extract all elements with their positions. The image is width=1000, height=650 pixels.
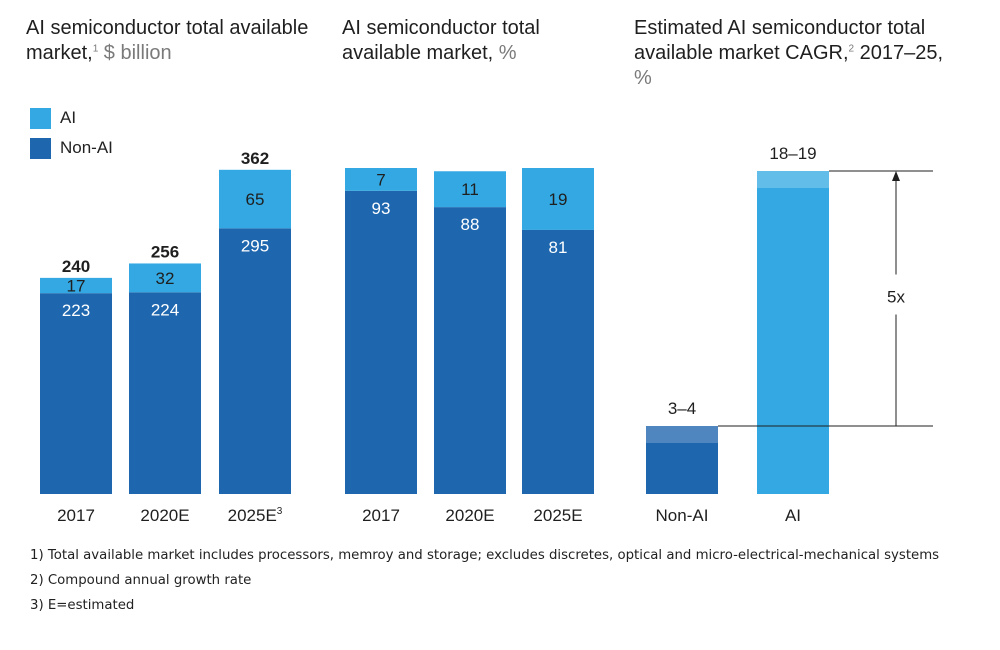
data-label-ai-2025E: 65 xyxy=(246,190,265,209)
total-label-2020E: 256 xyxy=(151,242,179,261)
pct-label-ai-2017: 7 xyxy=(376,170,385,189)
cagr-range-band-Non-AI xyxy=(646,426,718,443)
bar-ai-2025E xyxy=(219,169,291,229)
bar-ai-2017 xyxy=(40,277,112,294)
pct-bar-nonai-2025E xyxy=(522,229,594,494)
legend: AI Non-AI xyxy=(30,103,113,163)
pct-bar-nonai-2020E xyxy=(434,207,506,494)
cagr-x-tick-label-AI: AI xyxy=(785,506,801,525)
ratio-arrow-head xyxy=(892,171,900,181)
x-tick-label-2017: 2017 xyxy=(57,506,95,525)
cagr-range-label-Non-AI: 3–4 xyxy=(668,399,696,418)
total-label-2017: 240 xyxy=(62,257,90,276)
bar-ai-2020E xyxy=(129,263,201,293)
bar-nonai-2017 xyxy=(40,293,112,494)
legend-label-ai: AI xyxy=(60,108,77,127)
cagr-x-tick-label-Non-AI: Non-AI xyxy=(656,506,709,525)
legend-swatch-ai xyxy=(30,107,51,129)
pct-label-nonai-2020E: 88 xyxy=(461,215,480,234)
pct-x-tick-label-2025E: 2025E xyxy=(533,506,582,525)
x-tick-label-2020E: 2020E xyxy=(140,506,189,525)
pct-label-nonai-2017: 93 xyxy=(372,199,391,218)
footnote-2: 2) Compound annual growth rate xyxy=(30,573,252,588)
legend-item-non-ai: Non-AI xyxy=(30,133,113,163)
data-label-nonai-2017: 223 xyxy=(62,301,90,320)
x-tick-label-2025E: 2025E3 xyxy=(228,506,283,525)
data-label-nonai-2025E: 295 xyxy=(241,236,269,255)
pct-label-nonai-2025E: 81 xyxy=(549,238,568,257)
pct-bar-nonai-2017 xyxy=(345,190,417,494)
pct-bar-ai-2020E xyxy=(434,171,506,208)
cagr-bar-AI xyxy=(757,188,829,494)
cagr-range-label-AI: 18–19 xyxy=(769,144,816,163)
chart-1-title: AI semiconductor total available market,… xyxy=(26,17,309,64)
legend-item-ai: AI xyxy=(30,103,113,133)
pct-bar-ai-2025E xyxy=(522,168,594,230)
ratio-label: 5x xyxy=(887,288,905,307)
bar-nonai-2025E xyxy=(219,228,291,494)
chart-3-title: Estimated AI semiconductor total availab… xyxy=(634,17,944,89)
footnote-1: 1) Total available market includes proce… xyxy=(30,548,940,563)
pct-label-ai-2020E: 11 xyxy=(461,180,479,199)
legend-label-non-ai: Non-AI xyxy=(60,138,113,157)
footnote-3: 3) E=estimated xyxy=(30,598,135,613)
footnotes: 1) Total available market includes proce… xyxy=(30,546,939,621)
pct-x-tick-label-2020E: 2020E xyxy=(445,506,494,525)
pct-x-tick-label-2017: 2017 xyxy=(362,506,400,525)
total-label-2025E: 362 xyxy=(241,149,269,168)
cagr-bar-Non-AI xyxy=(646,443,718,494)
bar-nonai-2020E xyxy=(129,292,201,494)
data-label-ai-2017: 17 xyxy=(67,277,86,296)
pct-label-ai-2025E: 19 xyxy=(549,190,568,209)
data-label-ai-2020E: 32 xyxy=(156,269,175,288)
cagr-range-band-AI xyxy=(757,171,829,188)
data-label-nonai-2020E: 224 xyxy=(151,300,179,319)
chart-2-title: AI semiconductor total available market,… xyxy=(342,17,540,64)
pct-bar-ai-2017 xyxy=(345,168,417,191)
legend-swatch-non-ai xyxy=(30,137,51,159)
